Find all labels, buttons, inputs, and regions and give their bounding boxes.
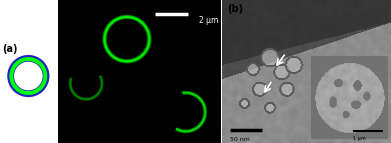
Circle shape xyxy=(43,81,46,83)
Text: (a): (a) xyxy=(2,44,18,54)
Circle shape xyxy=(44,72,47,74)
Circle shape xyxy=(34,90,37,93)
Circle shape xyxy=(24,58,27,60)
Circle shape xyxy=(34,59,37,62)
Circle shape xyxy=(14,64,16,66)
Circle shape xyxy=(24,92,27,94)
Circle shape xyxy=(19,60,21,62)
Text: (b): (b) xyxy=(227,4,243,14)
Circle shape xyxy=(38,88,41,90)
Circle shape xyxy=(40,64,43,66)
Circle shape xyxy=(10,78,13,80)
Circle shape xyxy=(38,62,41,64)
Circle shape xyxy=(10,73,13,76)
Circle shape xyxy=(43,70,46,73)
Circle shape xyxy=(10,76,13,79)
Circle shape xyxy=(10,72,13,74)
Circle shape xyxy=(13,66,15,69)
Circle shape xyxy=(26,92,28,94)
Circle shape xyxy=(14,86,16,88)
Circle shape xyxy=(44,76,47,79)
Circle shape xyxy=(26,58,28,60)
Circle shape xyxy=(10,75,13,77)
Circle shape xyxy=(17,89,20,91)
Circle shape xyxy=(11,81,14,83)
Circle shape xyxy=(21,91,24,93)
Circle shape xyxy=(32,91,34,94)
Circle shape xyxy=(43,82,45,85)
Circle shape xyxy=(21,59,24,61)
Circle shape xyxy=(13,65,16,67)
Circle shape xyxy=(23,91,25,94)
Circle shape xyxy=(27,58,30,60)
Circle shape xyxy=(43,68,45,70)
Circle shape xyxy=(13,85,16,87)
Circle shape xyxy=(17,61,20,63)
Circle shape xyxy=(11,70,13,73)
Circle shape xyxy=(43,79,46,82)
Circle shape xyxy=(30,58,32,60)
Circle shape xyxy=(20,59,22,62)
Circle shape xyxy=(13,83,15,86)
Circle shape xyxy=(11,69,14,72)
Circle shape xyxy=(44,78,47,80)
Circle shape xyxy=(40,86,43,88)
Circle shape xyxy=(12,82,14,85)
Circle shape xyxy=(19,90,21,92)
Circle shape xyxy=(37,89,39,91)
Circle shape xyxy=(20,90,22,93)
Circle shape xyxy=(27,92,30,94)
Circle shape xyxy=(33,91,36,93)
Circle shape xyxy=(32,58,34,61)
Circle shape xyxy=(12,68,14,70)
Circle shape xyxy=(29,58,31,60)
Circle shape xyxy=(36,60,38,62)
Circle shape xyxy=(23,58,25,61)
Circle shape xyxy=(37,61,39,63)
Circle shape xyxy=(29,92,31,94)
Circle shape xyxy=(39,87,41,89)
Circle shape xyxy=(41,65,43,67)
Circle shape xyxy=(43,69,46,72)
Circle shape xyxy=(36,90,38,92)
Circle shape xyxy=(15,63,18,65)
Text: 2 μm: 2 μm xyxy=(199,16,219,25)
Circle shape xyxy=(30,92,32,94)
Circle shape xyxy=(16,88,19,90)
Text: 1 μm: 1 μm xyxy=(353,136,366,141)
Circle shape xyxy=(42,66,44,69)
Circle shape xyxy=(15,87,18,89)
Text: 50 nm: 50 nm xyxy=(230,137,250,142)
Circle shape xyxy=(33,59,36,61)
Circle shape xyxy=(16,62,19,64)
Circle shape xyxy=(41,85,43,87)
Circle shape xyxy=(39,63,41,65)
Circle shape xyxy=(11,79,13,82)
Circle shape xyxy=(8,56,49,96)
Circle shape xyxy=(42,83,44,86)
Circle shape xyxy=(15,62,42,90)
Circle shape xyxy=(44,73,47,76)
Circle shape xyxy=(44,75,47,77)
